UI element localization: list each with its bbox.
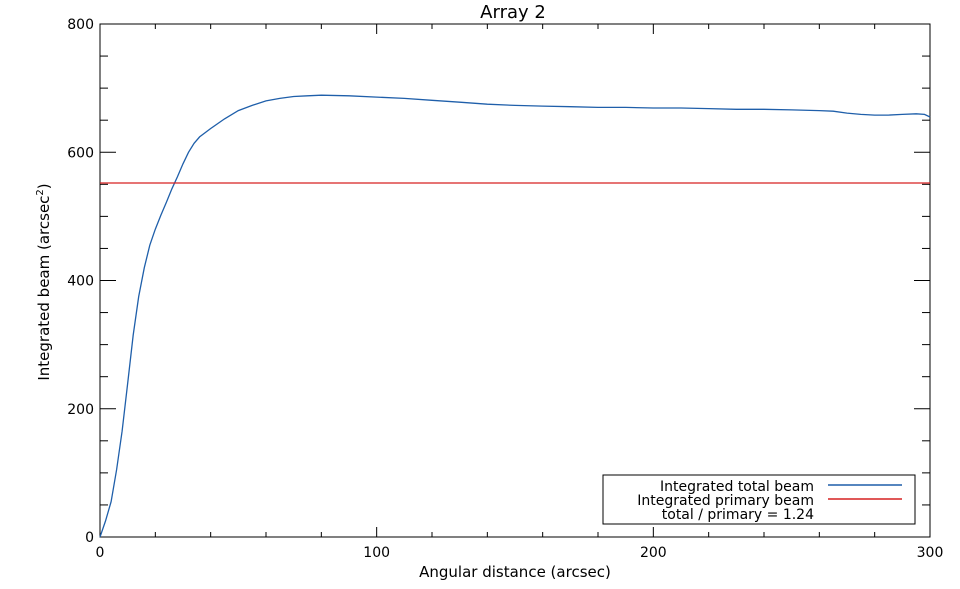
x-axis-title: Angular distance (arcsec) <box>419 563 611 581</box>
legend-box <box>602 474 916 525</box>
legend-label-total-beam: Integrated total beam <box>660 479 814 495</box>
y-tick-label: 0 <box>85 530 94 546</box>
x-tick-label: 300 <box>917 545 944 561</box>
y-tick-label: 400 <box>67 274 94 290</box>
y-axis-title-main: Integrated beam (arcsec <box>35 196 53 381</box>
legend-ratio-annotation: total / primary = 1.24 <box>662 507 814 523</box>
plot-frame <box>99 23 931 538</box>
x-axis: 0 100 200 300 <box>96 24 944 561</box>
x-tick-label: 200 <box>640 545 667 561</box>
chart-title: Array 2 <box>480 2 546 23</box>
y-axis-title: Integrated beam (arcsec2) <box>35 183 53 380</box>
y-tick-label: 200 <box>67 402 94 418</box>
series-line-total-beam <box>99 94 931 538</box>
legend: Integrated total beam Integrated primary… <box>602 474 916 525</box>
y-axis-title-superscript: 2 <box>35 189 46 195</box>
x-tick-label: 0 <box>96 545 105 561</box>
x-tick-label: 100 <box>363 545 390 561</box>
y-tick-label: 600 <box>67 145 94 161</box>
series-layer <box>99 94 931 538</box>
y-axis-title-close: ) <box>35 183 53 189</box>
y-axis: 0 200 400 600 800 <box>67 17 930 546</box>
legend-label-primary-beam: Integrated primary beam <box>637 493 814 509</box>
y-tick-label: 800 <box>67 17 94 33</box>
